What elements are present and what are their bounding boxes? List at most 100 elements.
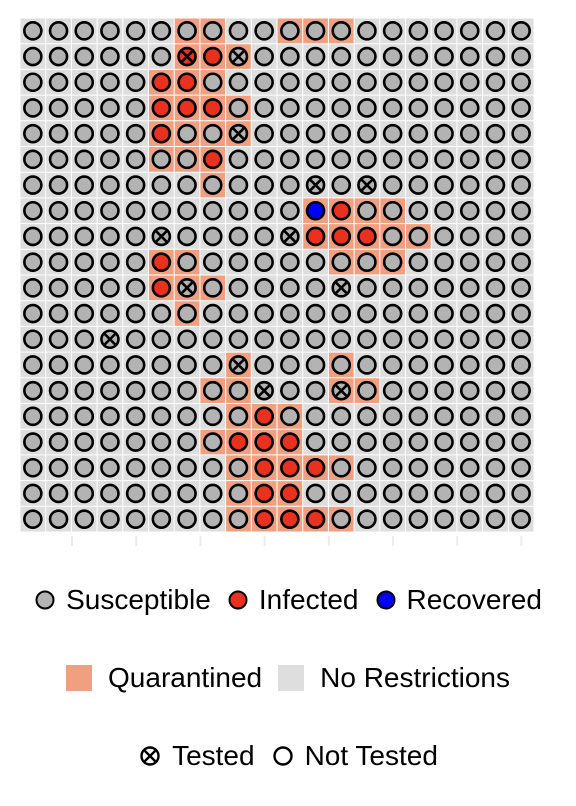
marker-circle [357, 457, 377, 478]
tested-cross [256, 383, 272, 399]
marker-circle [305, 200, 326, 221]
marker-circle [459, 406, 480, 427]
tested-cross [308, 177, 324, 193]
marker-circle [511, 457, 531, 478]
marker-circle [357, 72, 377, 93]
marker-circle [485, 380, 506, 401]
individual-susceptible [23, 123, 43, 144]
marker-circle [459, 226, 480, 247]
individual-susceptible [100, 252, 120, 272]
individual-susceptible [485, 278, 506, 298]
marker-circle [254, 72, 274, 93]
individual-susceptible-tested [331, 278, 352, 298]
marker-circle [100, 380, 120, 401]
individual-susceptible [280, 123, 300, 144]
individual-susceptible [357, 278, 377, 298]
individual-susceptible [382, 46, 403, 67]
individual-susceptible [511, 123, 531, 144]
individual-susceptible [459, 149, 480, 170]
individual-susceptible [254, 252, 274, 272]
susceptible-marker-icon [35, 590, 55, 610]
legend-label-tested: Tested [172, 740, 255, 771]
marker-circle [280, 278, 300, 298]
marker-circle [485, 200, 506, 221]
legend-label-quarantined: Quarantined [108, 662, 263, 693]
marker-circle [280, 355, 300, 375]
marker-circle [74, 355, 95, 375]
tested-cross [179, 49, 195, 65]
individual-infected [254, 483, 274, 504]
individual-susceptible [48, 355, 69, 375]
individual-recovered [305, 200, 326, 221]
marker-circle [280, 98, 300, 118]
marker-circle [74, 483, 95, 504]
individual-susceptible [151, 200, 172, 221]
individual-susceptible [100, 509, 120, 529]
marker-circle [459, 380, 480, 401]
individual-susceptible [100, 380, 120, 401]
individual-infected [177, 72, 197, 93]
individual-susceptible [48, 329, 69, 350]
marker-circle [100, 175, 120, 195]
marker-circle [48, 432, 69, 452]
marker-circle [48, 98, 69, 118]
marker-circle [357, 303, 377, 324]
individual-susceptible [434, 175, 454, 195]
marker-circle [125, 46, 146, 67]
marker-circle [511, 355, 531, 375]
individual-susceptible [74, 21, 95, 41]
individual-infected [254, 432, 274, 452]
individual-susceptible [254, 278, 274, 298]
marker-circle [228, 98, 249, 118]
individual-susceptible [331, 483, 352, 504]
individual-infected [305, 226, 326, 247]
individual-susceptible [485, 432, 506, 452]
individual-susceptible [125, 278, 146, 298]
individual-susceptible [434, 21, 454, 41]
marker-circle [331, 72, 352, 93]
marker-circle [459, 21, 480, 41]
individual-susceptible [228, 509, 249, 529]
individual-susceptible [331, 406, 352, 427]
marker-circle [280, 72, 300, 93]
individual-susceptible [459, 509, 480, 529]
individual-susceptible [228, 303, 249, 324]
individual-susceptible [254, 123, 274, 144]
marker-circle [23, 200, 43, 221]
cells-layer [23, 21, 531, 529]
individual-susceptible [305, 329, 326, 350]
individual-susceptible [23, 457, 43, 478]
individual-susceptible [305, 278, 326, 298]
marker-circle [511, 329, 531, 350]
marker-circle [485, 509, 506, 529]
marker-circle [382, 200, 403, 221]
marker-circle [511, 175, 531, 195]
individual-susceptible [357, 21, 377, 41]
individual-susceptible [485, 226, 506, 247]
marker-circle [408, 380, 429, 401]
marker-circle [254, 226, 274, 247]
individual-susceptible [202, 252, 223, 272]
marker-circle [48, 21, 69, 41]
marker-circle [459, 175, 480, 195]
individual-susceptible [434, 252, 454, 272]
individual-susceptible [382, 457, 403, 478]
individual-susceptible [48, 303, 69, 324]
legend-item-infected: Infected [227, 584, 359, 616]
marker-circle [125, 123, 146, 144]
marker-circle [23, 252, 43, 272]
marker-circle [177, 329, 197, 350]
individual-susceptible-tested [331, 380, 352, 401]
marker-circle [357, 509, 377, 529]
marker-circle [202, 46, 223, 67]
quarantined-swatch [66, 665, 93, 691]
marker-circle [434, 72, 454, 93]
marker-circle [382, 175, 403, 195]
marker-circle [48, 252, 69, 272]
legend-item-quarantined: Quarantined [66, 662, 262, 694]
marker-circle [228, 21, 249, 41]
marker-circle [511, 509, 531, 529]
individual-susceptible [125, 483, 146, 504]
individual-susceptible [74, 252, 95, 272]
marker-circle [151, 149, 172, 170]
